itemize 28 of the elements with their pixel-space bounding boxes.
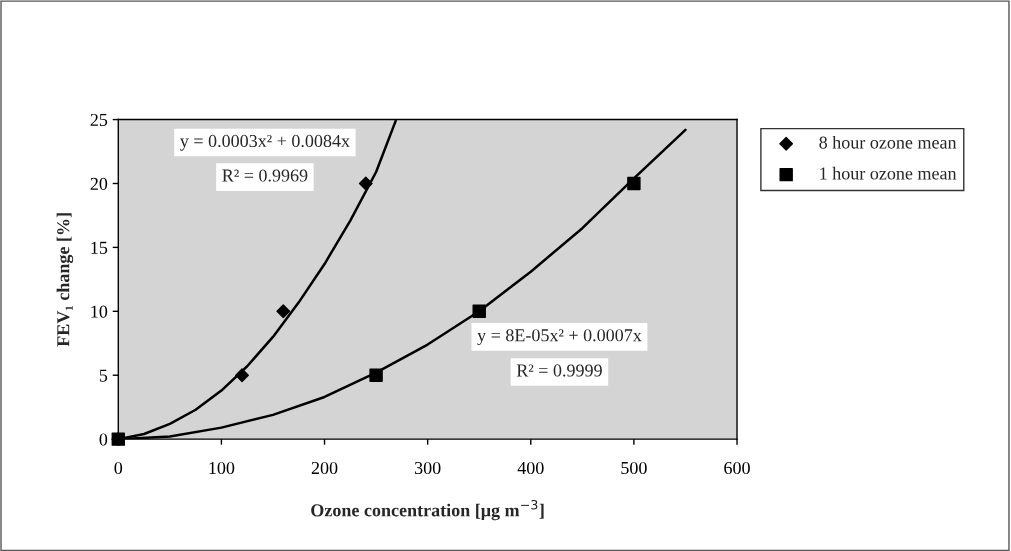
point [235, 368, 249, 383]
x-tick-label: 600 [724, 461, 750, 475]
x-axis-title: Ozone concentration [μg m$^{−3}$] [311, 499, 544, 521]
y-axis-title: FEV₁ change [%] [56, 213, 74, 347]
x-tick-label: 300 [414, 461, 441, 475]
point [472, 304, 486, 319]
x-tick-label: 200 [311, 461, 338, 475]
annotation: y = 0.0003x² + 0.0084x [180, 134, 350, 151]
point [627, 176, 641, 191]
point [369, 368, 383, 382]
y-tick-label: 25 [90, 113, 108, 127]
point [276, 304, 291, 319]
annotation: R² = 0.9969 [222, 169, 308, 182]
y-tick-label: 15 [91, 241, 108, 254]
y-tick-label: 10 [91, 305, 108, 318]
legend-label: 1 hour ozone mean [820, 166, 957, 180]
x-tick-label: 400 [517, 461, 544, 475]
y-tick-label: 5 [99, 369, 108, 382]
x-tick-label: 500 [621, 461, 647, 475]
annotation: y = 8E-05x² + 0.0007x [477, 329, 642, 346]
y-tick-label: 0 [99, 433, 108, 446]
legend-label: 8 hour ozone mean [819, 135, 957, 149]
point [111, 432, 125, 446]
point [358, 176, 373, 191]
x-tick-label: 0 [114, 461, 123, 475]
x-tick-label: 100 [209, 461, 235, 475]
annotation: R² = 0.9999 [516, 364, 602, 377]
y-tick-label: 20 [90, 177, 108, 190]
